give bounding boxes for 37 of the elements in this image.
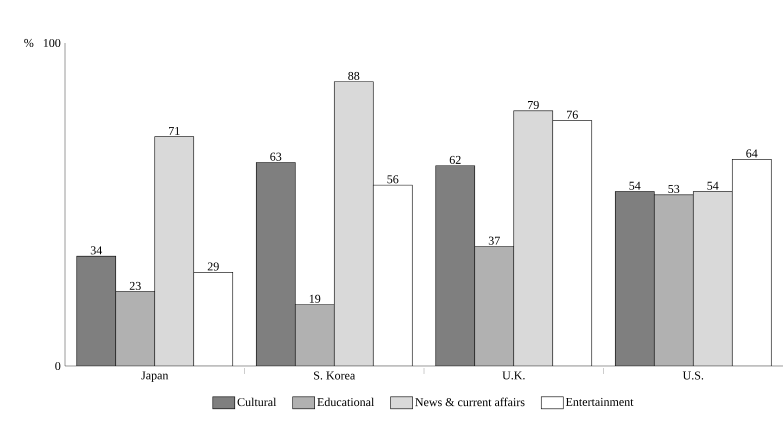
data-label: 23: [130, 282, 141, 290]
data-label: 62: [450, 156, 461, 164]
data-label: 79: [528, 100, 539, 110]
data-label: 53: [668, 184, 680, 194]
data-label: 76: [567, 110, 578, 119]
y-axis-title: %: [24, 38, 34, 48]
x-tick-label: S. Korea: [314, 371, 356, 380]
bar: [436, 166, 475, 366]
data-label: 34: [90, 246, 102, 254]
bar: [692, 191, 733, 366]
y-tick-label: 100: [44, 38, 60, 48]
data-label: 88: [348, 72, 360, 80]
data-label: 29: [208, 262, 219, 271]
x-tick-label: Japan: [141, 371, 168, 382]
legend-label: Educational: [317, 398, 374, 406]
legend-label: Cultural: [238, 398, 276, 406]
data-label: 63: [270, 152, 282, 161]
data-label: 19: [310, 294, 320, 303]
bar: [614, 191, 655, 366]
text: Entertainment: [566, 398, 634, 406]
data-label: 37: [488, 236, 500, 245]
bar: [295, 304, 334, 366]
legend-label: News & current affairs: [415, 398, 525, 406]
y-tick-label: 0: [55, 362, 60, 370]
data-label: 71: [169, 126, 180, 135]
data-label: 64: [746, 149, 758, 158]
bar: [654, 194, 694, 366]
data-label: 54: [707, 182, 719, 190]
bar: [76, 256, 116, 366]
data-label: 54: [629, 182, 641, 190]
x-tick-label: U.K.: [502, 371, 525, 380]
data-label: 56: [387, 175, 398, 184]
x-tick-label: U.S.: [682, 371, 704, 380]
bar: [154, 136, 194, 366]
bar: [474, 246, 514, 366]
bar: [256, 162, 296, 366]
bar: [116, 292, 155, 366]
